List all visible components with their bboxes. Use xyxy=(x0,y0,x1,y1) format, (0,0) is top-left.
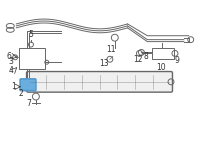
Text: 13: 13 xyxy=(99,59,109,68)
Text: 3: 3 xyxy=(9,57,14,66)
Text: 8: 8 xyxy=(144,52,149,61)
Text: 7: 7 xyxy=(27,99,31,108)
Text: 1: 1 xyxy=(11,82,16,91)
FancyBboxPatch shape xyxy=(20,79,36,91)
Text: 12: 12 xyxy=(133,55,142,64)
Text: 2: 2 xyxy=(19,89,23,98)
Text: 6: 6 xyxy=(7,52,12,61)
FancyBboxPatch shape xyxy=(27,72,172,92)
Text: 11: 11 xyxy=(106,45,116,54)
Text: 4: 4 xyxy=(9,66,14,75)
Bar xyxy=(152,47,174,59)
Text: 5: 5 xyxy=(29,30,33,39)
Text: 10: 10 xyxy=(156,63,166,72)
Text: 9: 9 xyxy=(174,56,179,65)
Bar xyxy=(19,47,45,69)
